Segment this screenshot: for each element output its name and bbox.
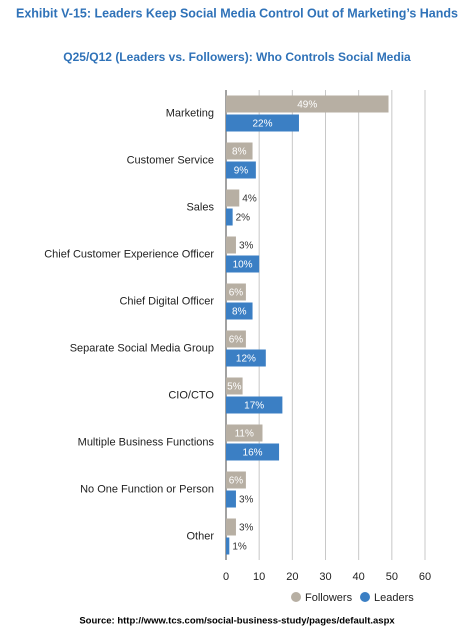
value-label: 11% bbox=[235, 429, 254, 440]
bar bbox=[226, 471, 246, 489]
bar bbox=[226, 424, 263, 442]
legend-marker bbox=[360, 592, 370, 602]
bar bbox=[226, 302, 253, 320]
x-tick-label: 50 bbox=[386, 571, 398, 583]
y-tick-label: Chief Digital Officer bbox=[119, 295, 214, 307]
bar bbox=[226, 161, 256, 179]
bar bbox=[226, 114, 299, 132]
bar bbox=[226, 283, 246, 301]
bar bbox=[226, 518, 236, 536]
y-tick-label: No One Function or Person bbox=[80, 483, 214, 495]
legend-label: Followers bbox=[305, 592, 353, 604]
bar bbox=[226, 443, 280, 461]
legend-marker bbox=[291, 592, 301, 602]
bar bbox=[226, 349, 266, 367]
chart-title: Exhibit V-15: Leaders Keep Social Media … bbox=[16, 6, 458, 20]
value-label: 22% bbox=[252, 119, 272, 130]
x-tick-label: 0 bbox=[223, 571, 229, 583]
value-label: 10% bbox=[233, 260, 253, 271]
y-tick-label: Sales bbox=[186, 201, 214, 213]
value-label: 12% bbox=[236, 354, 256, 365]
value-label: 8% bbox=[232, 307, 247, 318]
bar bbox=[226, 330, 246, 348]
y-tick-label: Customer Service bbox=[127, 154, 214, 166]
bar bbox=[226, 377, 243, 395]
bar bbox=[226, 142, 253, 160]
x-tick-label: 60 bbox=[419, 571, 431, 583]
y-tick-label: Multiple Business Functions bbox=[78, 436, 215, 448]
value-label: 6% bbox=[229, 335, 244, 346]
value-label: 3% bbox=[239, 241, 254, 252]
value-label: 1% bbox=[232, 542, 247, 553]
x-tick-label: 10 bbox=[253, 571, 265, 583]
bar bbox=[226, 95, 389, 113]
value-label: 4% bbox=[242, 194, 257, 205]
x-tick-label: 20 bbox=[286, 571, 298, 583]
bar bbox=[226, 208, 233, 226]
value-label: 5% bbox=[227, 382, 242, 393]
value-label: 49% bbox=[297, 100, 317, 111]
bar bbox=[226, 189, 240, 207]
bar bbox=[226, 537, 230, 555]
bar bbox=[226, 396, 283, 414]
y-tick-label: Marketing bbox=[166, 107, 214, 119]
value-label: 6% bbox=[229, 476, 244, 487]
value-label: 17% bbox=[244, 401, 264, 412]
value-label: 9% bbox=[234, 166, 249, 177]
bar bbox=[226, 490, 236, 508]
bar bbox=[226, 255, 260, 273]
y-tick-label: Chief Customer Experience Officer bbox=[44, 248, 214, 260]
value-label: 3% bbox=[239, 523, 254, 534]
value-label: 8% bbox=[232, 147, 247, 158]
value-label: 16% bbox=[243, 448, 263, 459]
legend-label: Leaders bbox=[374, 592, 414, 604]
value-label: 2% bbox=[236, 213, 251, 224]
y-tick-label: CIO/CTO bbox=[168, 389, 214, 401]
x-tick-label: 30 bbox=[319, 571, 331, 583]
x-tick-label: 40 bbox=[353, 571, 365, 583]
value-label: 3% bbox=[239, 495, 254, 506]
value-label: 6% bbox=[229, 288, 244, 299]
bar bbox=[226, 236, 236, 254]
source: Source: http://www.tcs.com/social-busine… bbox=[79, 616, 395, 627]
chart-subtitle: Q25/Q12 (Leaders vs. Followers): Who Con… bbox=[63, 50, 411, 64]
y-tick-label: Other bbox=[186, 530, 214, 542]
y-tick-label: Separate Social Media Group bbox=[70, 342, 214, 354]
